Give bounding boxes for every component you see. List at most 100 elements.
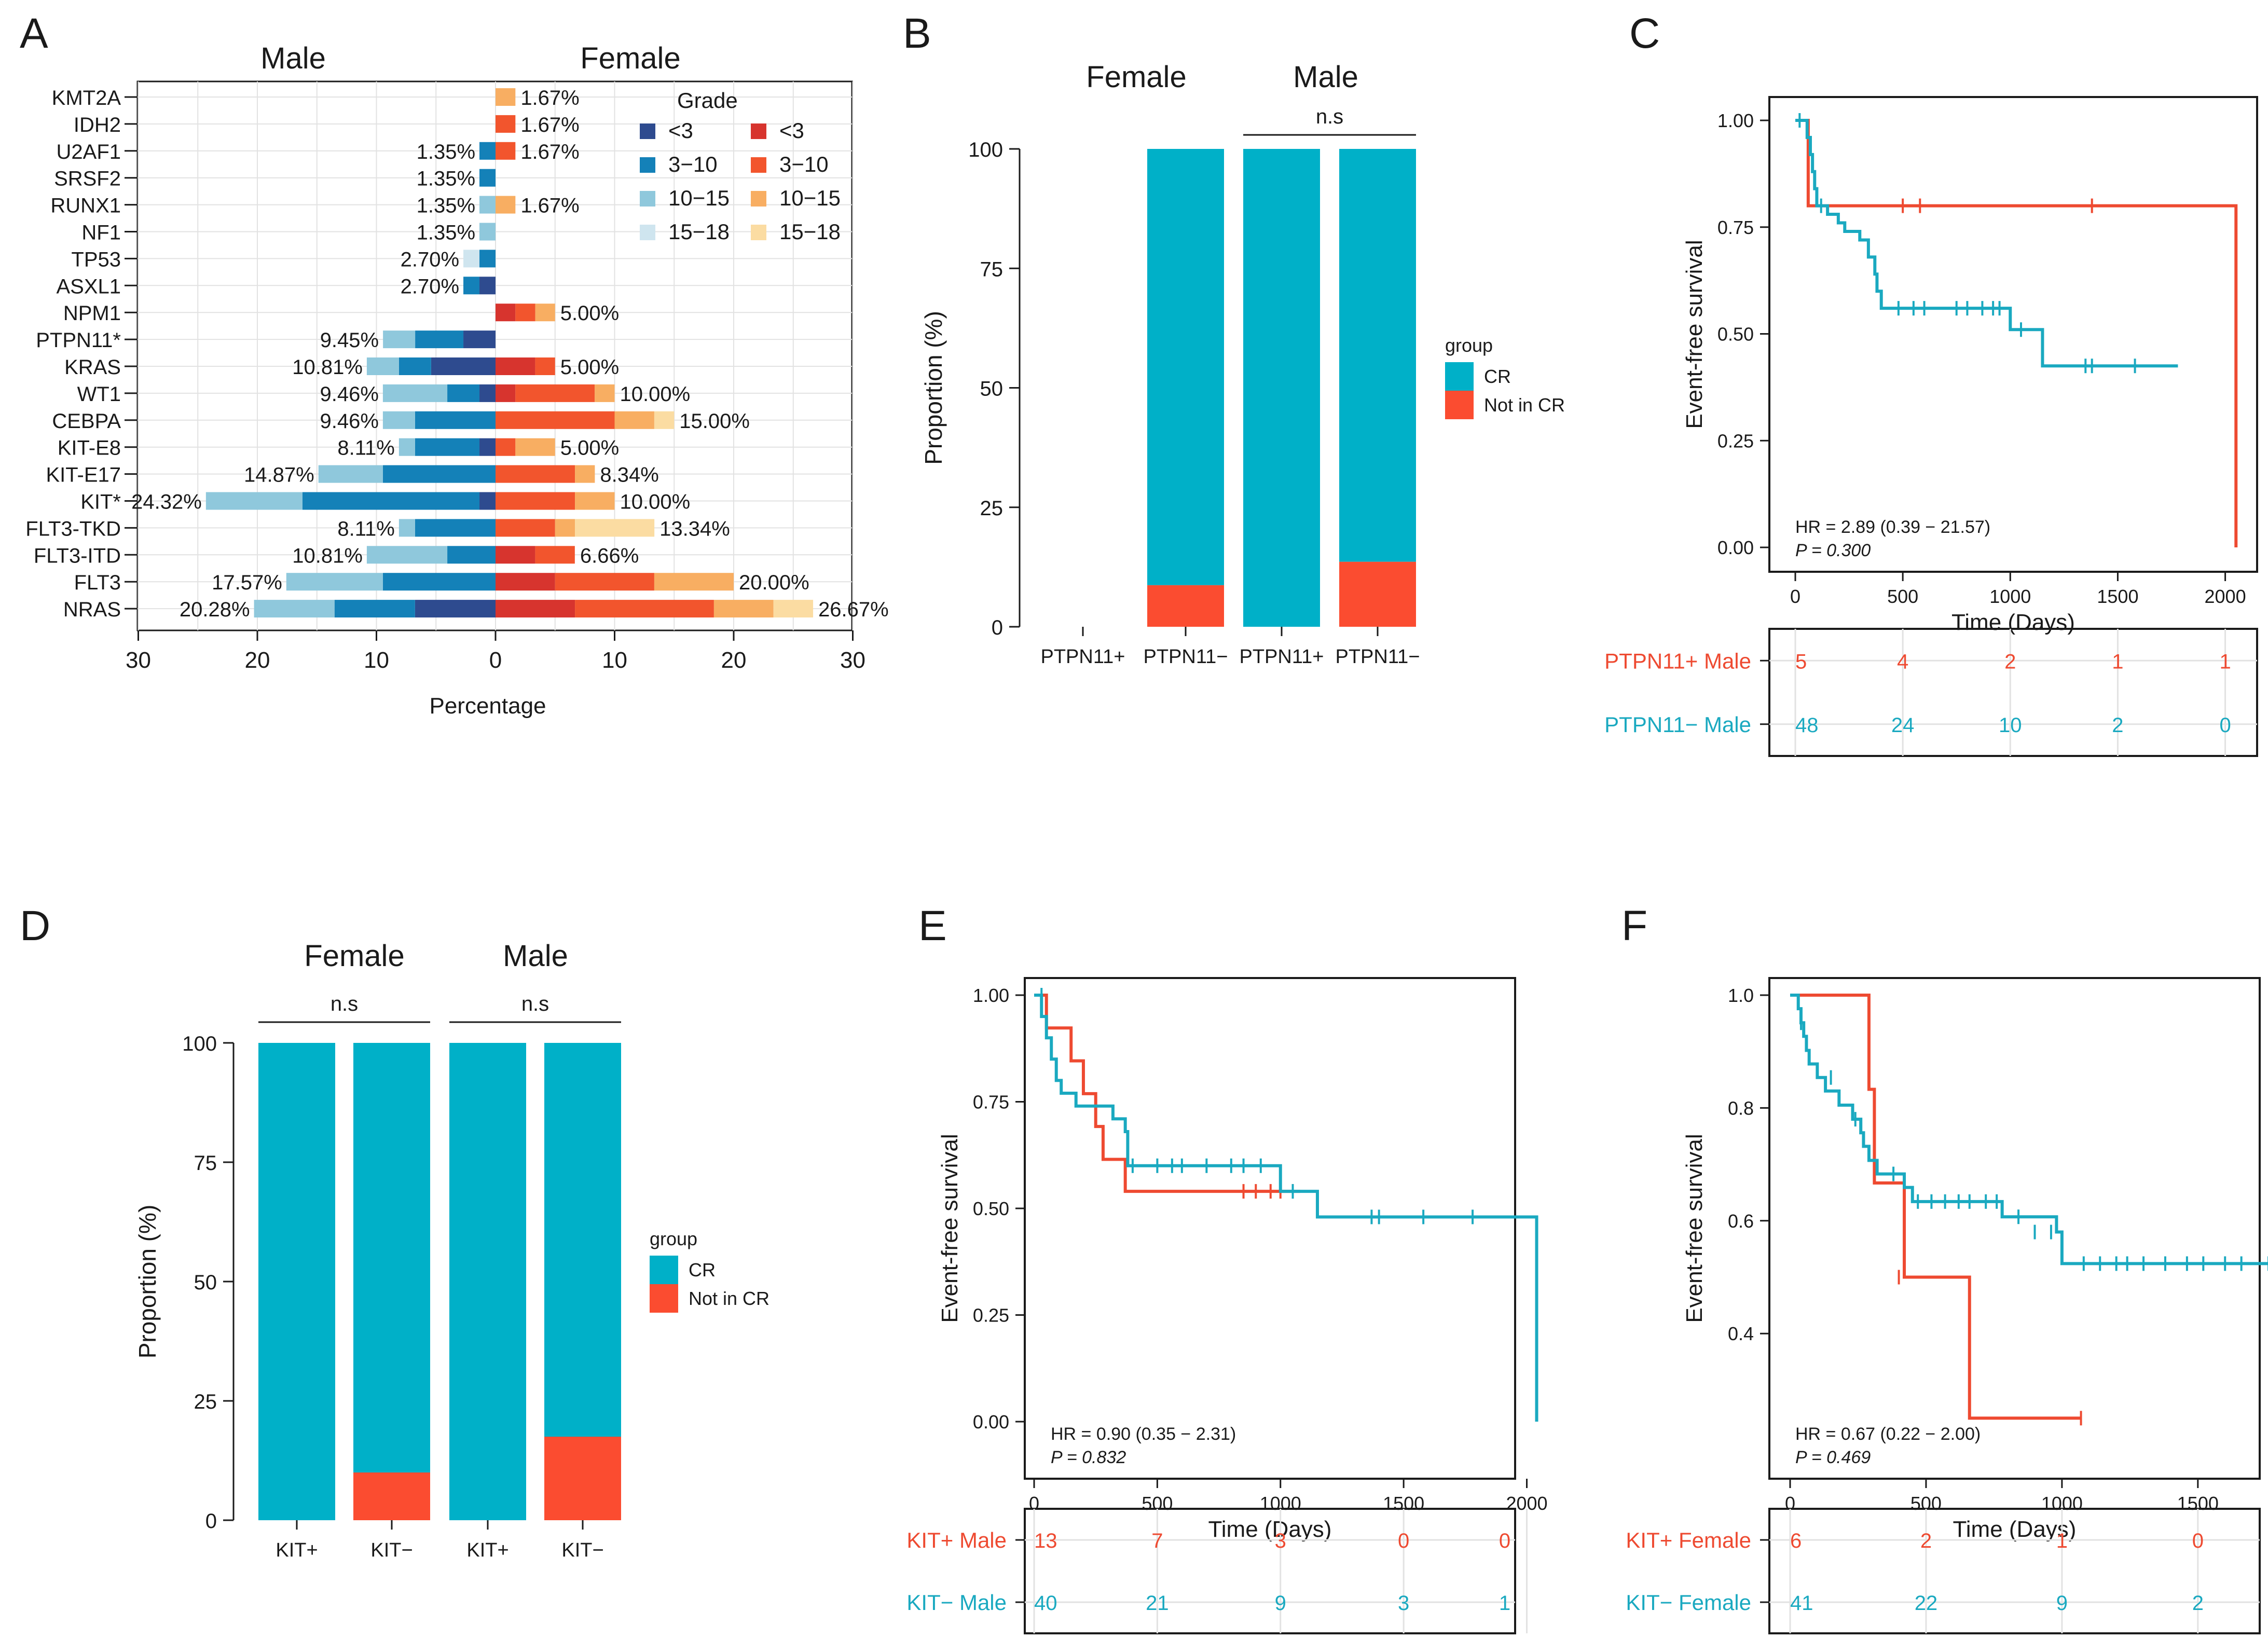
panel-a-gene-labels: KMT2A IDH2 U2AF1 SRSF2 RUNX1 NF1 TP53 ASXL1 NPM1…	[25, 87, 138, 621]
panel-c-y-tick-label: 0.75	[1717, 217, 1754, 238]
panel-a-male-value: 9.46%	[320, 410, 378, 433]
panel-a-gene-label: WT1	[77, 383, 121, 406]
panel-a-x-tick-label: 30	[126, 648, 151, 673]
panel-a-male-bar	[382, 465, 496, 483]
panel-a-female-bar	[575, 519, 655, 537]
panel-b-x-tick-label: PTPN11+	[1240, 646, 1324, 668]
panel-e-y-tick-label: 0.00	[973, 1411, 1009, 1433]
panel-a-label: A	[20, 10, 48, 57]
panel-a-male-bar	[479, 492, 496, 510]
panel-d-legend-label: CR	[689, 1259, 716, 1281]
panel-d-bar-cr	[353, 1043, 430, 1472]
panel-a-legend-male-label: <3	[668, 118, 693, 143]
panel-a-female-bar	[535, 357, 555, 375]
panel-b-bar-cr	[1243, 149, 1320, 627]
panel-b-bar-not-cr	[1147, 585, 1224, 627]
panel-b-y-tick-label: 75	[980, 258, 1004, 281]
panel-a-male-bar	[479, 384, 496, 402]
panel-a-female-value: 5.00%	[560, 302, 619, 325]
panel-a-male-bar	[205, 492, 303, 510]
panel-d-y-tick-label: 75	[194, 1152, 217, 1175]
panel-d-sig-label: n.s	[331, 993, 358, 1015]
panel-c-xlabel: Time (Days)	[1951, 610, 2075, 635]
panel-f-y-tick-label: 0.6	[1728, 1210, 1754, 1232]
panel-b: B 0 25 50 75 100 Proportion (%) PTPN11+ PTPN11−…	[903, 10, 1565, 668]
panel-d-legend-key	[650, 1284, 678, 1313]
panel-e-y-tick-label: 0.25	[973, 1305, 1009, 1326]
panel-a-male-bar	[382, 573, 496, 591]
panel-e-risk-value: 0	[1398, 1530, 1409, 1552]
panel-a-female-bar	[515, 384, 595, 402]
panel-d-bar-cr	[449, 1043, 526, 1520]
panel-a-female-value: 6.66%	[580, 544, 639, 567]
panel-f-y-tick-label: 0.8	[1728, 1097, 1754, 1119]
panel-d-legend-key	[650, 1256, 678, 1284]
panel-b-x-tick-label: PTPN11−	[1144, 646, 1228, 668]
panel-d-group-title: Female	[304, 939, 404, 973]
panel-e-risk-table-frame	[1024, 1508, 1516, 1634]
panel-c-x-tick-label: 2000	[2205, 586, 2246, 607]
panel-a-female-value: 15.00%	[679, 410, 750, 433]
panel-c-risk-value: 2	[2004, 650, 2016, 673]
panel-a-male-value: 8.11%	[337, 437, 394, 460]
panel-e-ylabel: Event-free survival	[937, 1134, 963, 1323]
panel-e-y-tick-label: 0.50	[973, 1198, 1009, 1219]
panel-a-female-bar	[496, 573, 555, 591]
panel-c-x-tick-label: 1500	[2097, 586, 2138, 607]
panel-c-ylabel: Event-free survival	[1682, 240, 1707, 429]
panel-a-female-value: 8.34%	[600, 464, 658, 487]
panel-c-p-text: P = 0.300	[1795, 541, 1871, 560]
panel-d-bar-not-cr	[353, 1472, 430, 1520]
panel-a-male-value: 2.70%	[401, 275, 459, 298]
panel-a-male-bar	[318, 465, 383, 483]
panel-a-female-bar	[773, 600, 814, 618]
panel-b-legend-title: group	[1445, 335, 1493, 356]
panel-b-x-tick-label: PTPN11−	[1336, 646, 1420, 668]
panel-a-male-bar	[415, 519, 496, 537]
panel-f-xlabel: Time (Days)	[1953, 1517, 2077, 1542]
panel-b-legend-key	[1445, 391, 1474, 419]
panel-a-male-bar	[383, 331, 416, 349]
panel-a-female-value: 10.00%	[620, 383, 691, 406]
panel-a-x-tick-label: 10	[364, 648, 389, 673]
panel-a-female-bar	[654, 411, 675, 429]
panel-a-male-bar	[447, 546, 496, 564]
panel-b-x-tick-label: PTPN11+	[1041, 646, 1125, 668]
panel-a-female-value: 1.67%	[520, 87, 579, 109]
panel-a-male-value: 1.35%	[417, 168, 475, 190]
panel-a-female-value: 20.00%	[739, 571, 809, 594]
panel-e-hr-text: HR = 0.90 (0.35 − 2.31)	[1051, 1424, 1236, 1444]
panel-a-gene-label: NF1	[81, 222, 121, 244]
panel-a-male-bar	[302, 492, 480, 510]
panel-a-female-bar	[496, 519, 555, 537]
panel-e-risk-value: 13	[1034, 1530, 1057, 1552]
panel-e-km-curve	[1034, 994, 1538, 1422]
panel-b-legend-key	[1445, 362, 1474, 391]
panel-e-risk-value: 0	[1499, 1530, 1510, 1552]
panel-c-chart: 0.00 0.25 0.50 0.75 1.00 Event-free survival 0…	[1604, 96, 2258, 757]
panel-a-female-bar	[713, 600, 774, 618]
panel-f-risk-value: 0	[2192, 1530, 2204, 1552]
panel-d-x-tick-label: KIT+	[276, 1539, 318, 1561]
panel-b-y-tick-label: 100	[968, 139, 1003, 161]
panel-c-risk-value: 2	[2112, 714, 2123, 737]
panel-a-male-value: 1.35%	[417, 141, 475, 163]
panel-a-female-bar	[496, 357, 535, 375]
panel-a-bars	[205, 88, 814, 618]
panel-a-male-value: 1.35%	[417, 222, 475, 244]
panel-a-legend-female-key	[751, 157, 766, 173]
panel-a-legend-male-key	[640, 157, 655, 173]
panel-d-legend-label: Not in CR	[689, 1288, 769, 1309]
panel-d-group-title: Male	[503, 939, 568, 973]
panel-a-legend-male-label: 15−18	[668, 219, 730, 244]
panel-a-male-bar	[479, 142, 496, 160]
panel-a-female-value: 5.00%	[560, 437, 619, 460]
panel-a-female-bar	[496, 196, 516, 214]
panel-a-male-bar	[366, 546, 448, 564]
panel-a-x-tick-label: 10	[602, 648, 627, 673]
panel-a-female-bar	[496, 411, 615, 429]
panel-d-chart: 0 25 50 75 100 Proportion (%) KIT+ KIT− KIT+ KIT−…	[134, 939, 769, 1561]
panel-a-x-tick-label: 0	[489, 648, 502, 673]
